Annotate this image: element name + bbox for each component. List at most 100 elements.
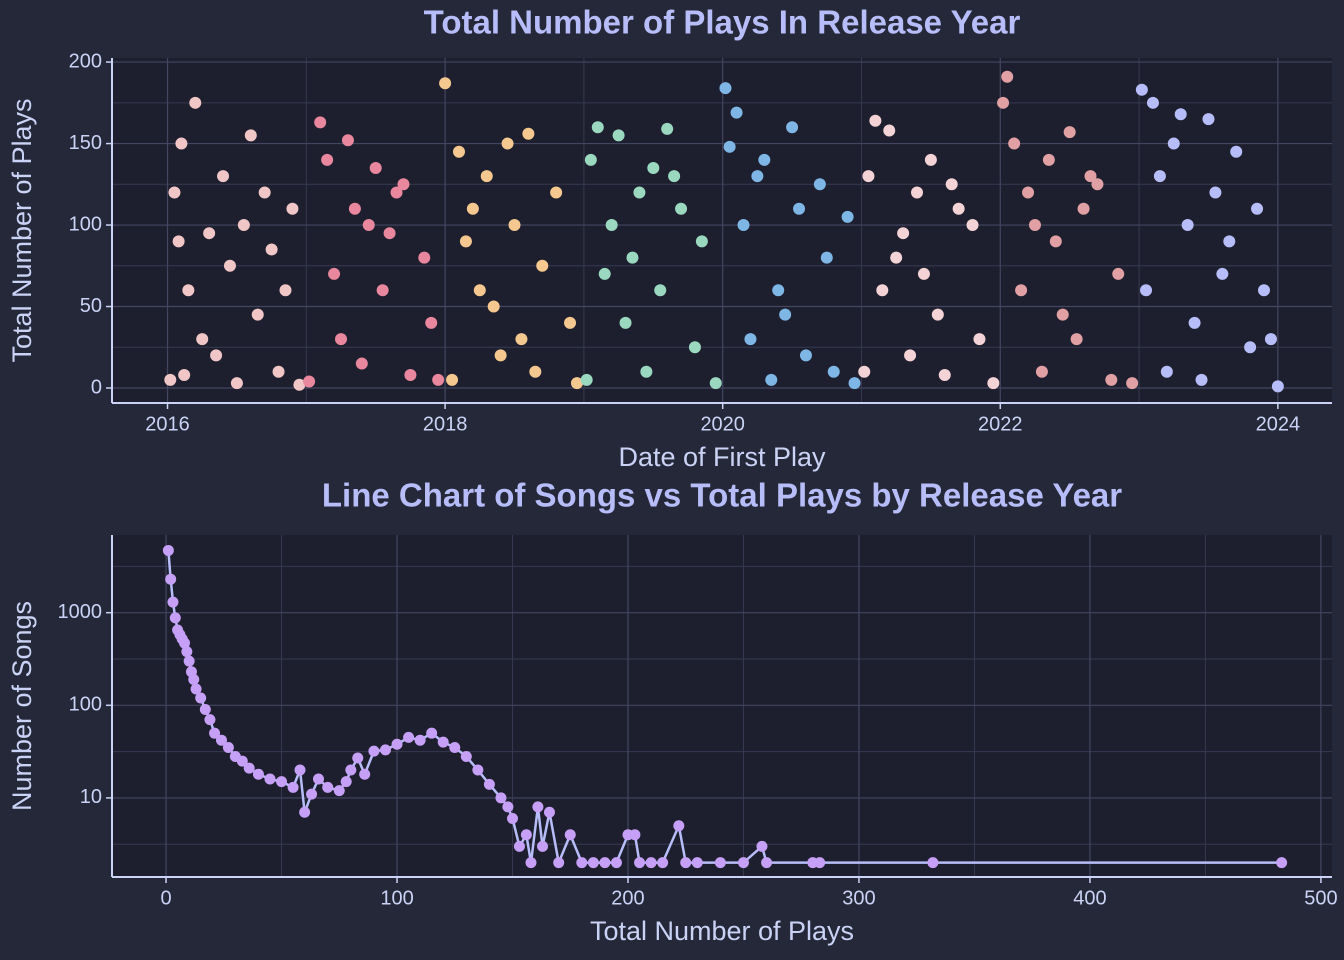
- scatter-point: [473, 284, 486, 297]
- line-point: [814, 857, 826, 869]
- x-tick-label: 300: [842, 887, 875, 909]
- line-point: [165, 573, 177, 585]
- line-point: [345, 764, 357, 776]
- line-point: [629, 829, 641, 841]
- line-point: [449, 742, 461, 754]
- scatter-point: [1223, 235, 1236, 248]
- scatter-point: [182, 284, 195, 297]
- scatter-point: [598, 267, 611, 280]
- chart-title: Line Chart of Songs vs Total Plays by Re…: [322, 477, 1122, 514]
- scatter-point: [564, 316, 577, 329]
- y-tick-label: 1000: [58, 601, 103, 623]
- scatter-point: [779, 308, 792, 321]
- line-point: [322, 781, 334, 793]
- scatter-point: [175, 137, 188, 150]
- scatter-point: [279, 284, 292, 297]
- line-point: [306, 788, 318, 800]
- line-point: [162, 544, 174, 556]
- scatter-point: [897, 227, 910, 240]
- scatter-point: [328, 267, 341, 280]
- line-point: [520, 829, 532, 841]
- scatter-point: [997, 96, 1010, 109]
- scatter-point: [459, 235, 472, 248]
- scatter-point: [890, 251, 903, 264]
- scatter-point: [862, 170, 875, 183]
- line-point: [525, 857, 537, 869]
- scatter-point: [439, 77, 452, 90]
- line-point: [576, 857, 588, 869]
- scatter-point: [321, 153, 334, 166]
- line-point: [537, 840, 549, 852]
- scatter-point: [1160, 365, 1173, 378]
- scatter-point: [1135, 83, 1148, 96]
- scatter-point: [217, 170, 230, 183]
- line-point: [756, 840, 768, 852]
- scatter-point: [987, 377, 1000, 390]
- line-point: [414, 734, 426, 746]
- scatter-point: [196, 333, 209, 346]
- scatter-point: [911, 186, 924, 199]
- scatter-point: [730, 106, 743, 119]
- scatter-point: [1264, 333, 1277, 346]
- line-point: [333, 785, 345, 797]
- scatter-point: [841, 210, 854, 223]
- scatter-point: [709, 377, 722, 390]
- scatter-point: [786, 121, 799, 134]
- scatter-point: [1112, 267, 1125, 280]
- scatter-point: [335, 333, 348, 346]
- scatter-point: [668, 170, 681, 183]
- scatter-point: [341, 134, 354, 147]
- line-point: [169, 612, 181, 624]
- line-point: [299, 806, 311, 818]
- scatter-point: [1042, 153, 1055, 166]
- line-point: [204, 714, 216, 726]
- y-tick-label: 100: [69, 213, 102, 235]
- scatter-point: [688, 341, 701, 354]
- line-point: [195, 692, 207, 704]
- line-point: [1276, 857, 1288, 869]
- scatter-point: [348, 202, 361, 215]
- line-point: [181, 646, 193, 658]
- line-point: [426, 727, 438, 739]
- line-point: [610, 857, 622, 869]
- scatter-point: [494, 349, 507, 362]
- line-point: [472, 764, 484, 776]
- scatter-point: [966, 219, 979, 232]
- scatter-point: [1181, 219, 1194, 232]
- line-point: [252, 768, 264, 780]
- scatter-point: [647, 162, 660, 175]
- line-point: [167, 596, 179, 608]
- line-point: [587, 857, 599, 869]
- scatter-point: [744, 333, 757, 346]
- line-point: [379, 744, 391, 756]
- scatter-point: [203, 227, 216, 240]
- scatter-point: [695, 235, 708, 248]
- scatter-point: [425, 316, 438, 329]
- line-point: [761, 857, 773, 869]
- scatter-point: [751, 170, 764, 183]
- scatter-point: [973, 333, 986, 346]
- scatter-point: [508, 219, 521, 232]
- line-point: [190, 683, 202, 695]
- y-tick-label: 50: [80, 295, 102, 317]
- x-tick-label: 2024: [1256, 413, 1301, 435]
- scatter-point: [1077, 202, 1090, 215]
- scatter-point: [1063, 126, 1076, 139]
- scatter-point: [917, 267, 930, 280]
- scatter-point: [1035, 365, 1048, 378]
- scatter-point: [605, 219, 618, 232]
- line-point: [691, 857, 703, 869]
- line-point: [264, 773, 276, 785]
- scatter-point: [164, 373, 177, 386]
- scatter-point: [772, 284, 785, 297]
- line-point: [276, 776, 288, 788]
- line-point: [543, 806, 555, 818]
- scatter-point: [369, 162, 382, 175]
- scatter-point: [938, 368, 951, 381]
- scatter-point: [1216, 267, 1229, 280]
- scatter-point: [536, 259, 549, 272]
- x-tick-label: 2022: [978, 413, 1023, 435]
- scatter-point: [1167, 137, 1180, 150]
- scatter-point: [1001, 70, 1014, 83]
